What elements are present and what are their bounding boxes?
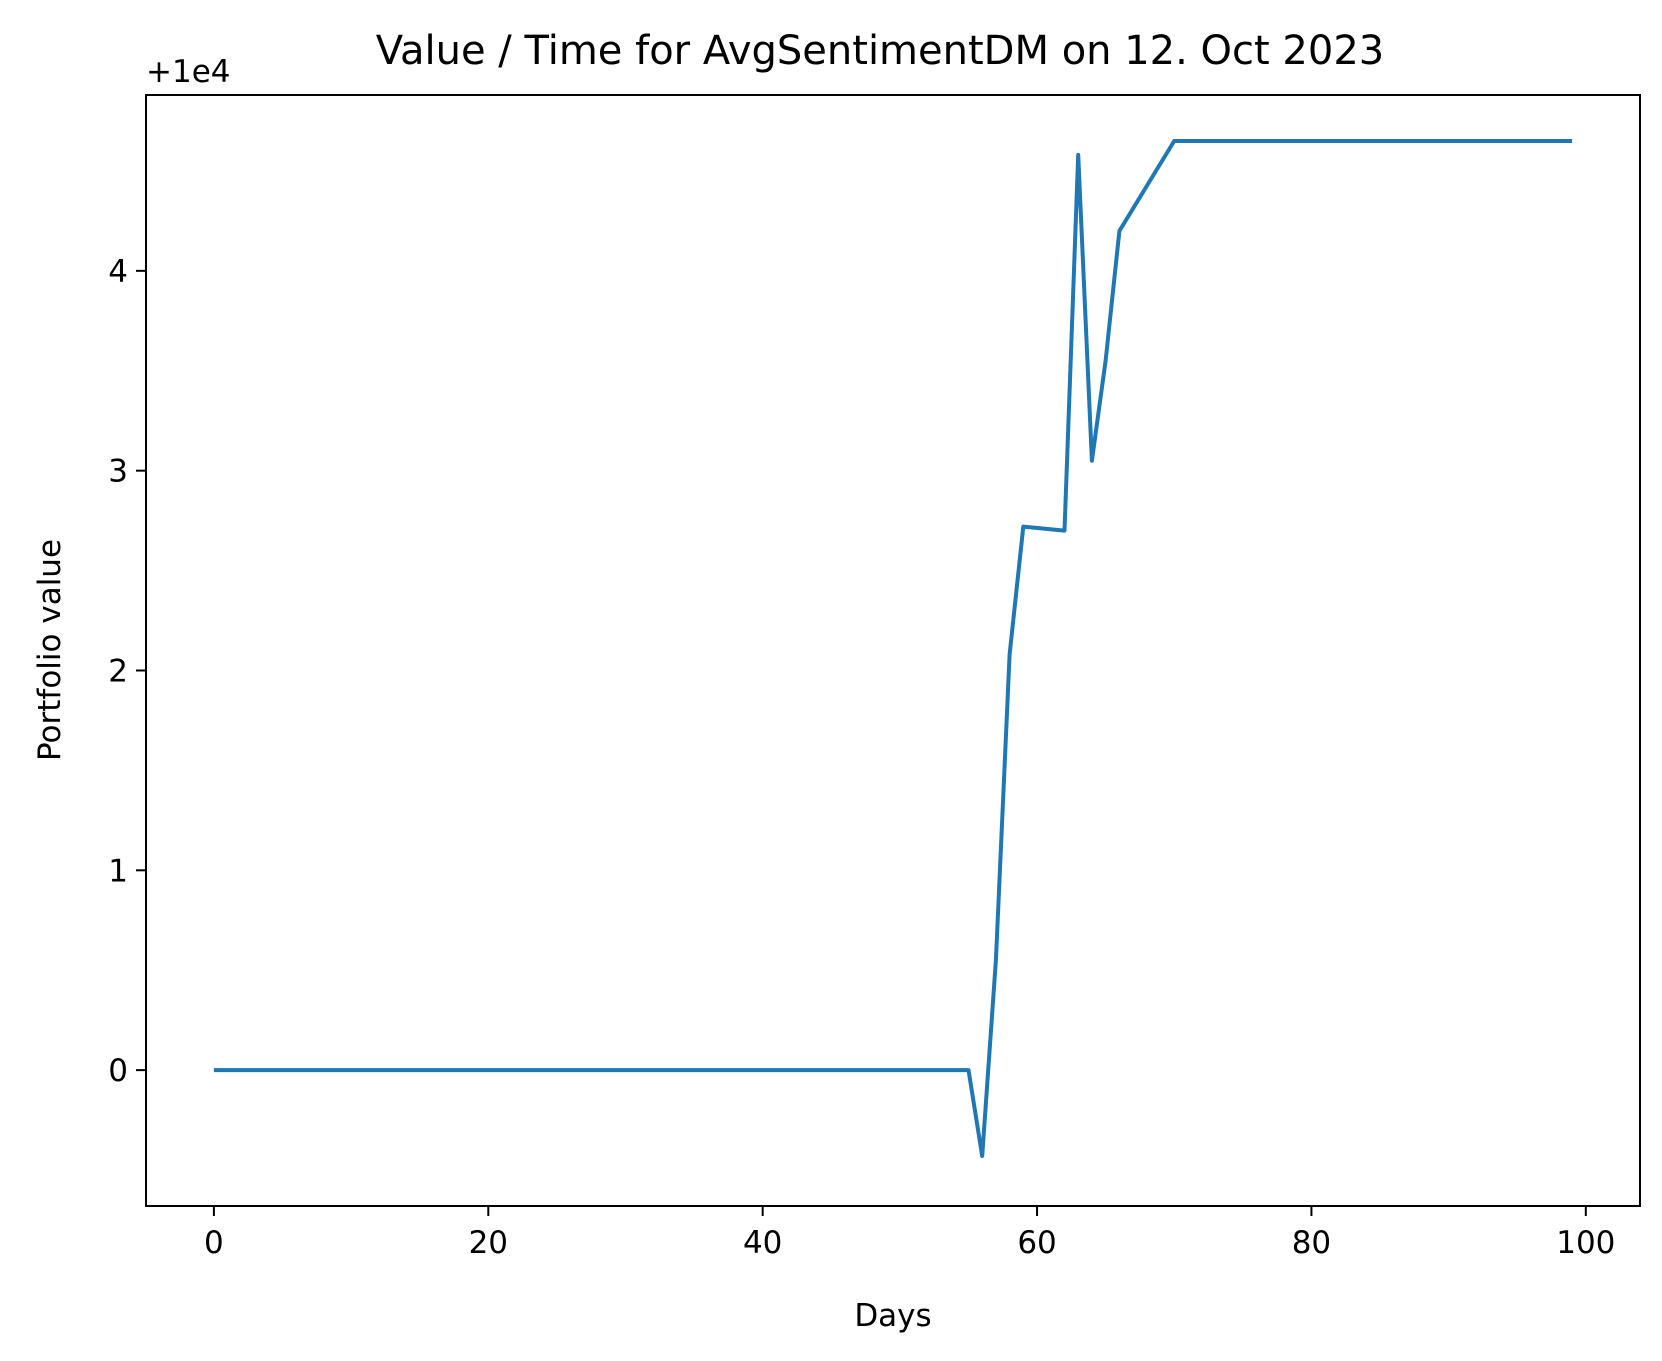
x-tick-label: 40 <box>743 1225 782 1261</box>
x-tick-label: 0 <box>204 1225 224 1261</box>
y-tick-label: 1 <box>108 853 128 889</box>
y-tick-label: 3 <box>108 454 128 490</box>
x-tick-label: 20 <box>469 1225 508 1261</box>
x-axis-label: Days <box>854 1298 931 1334</box>
x-axis: 0 20 40 60 80 100 <box>204 1206 1615 1261</box>
plot-frame <box>145 94 1641 1207</box>
x-tick-label: 60 <box>1017 1225 1056 1261</box>
chart-title: Value / Time for AvgSentimentDM on 12. O… <box>376 28 1384 74</box>
x-tick-label: 100 <box>1556 1225 1615 1261</box>
series-line <box>213 139 1573 1158</box>
y-axis-label: Portfolio value <box>32 539 68 761</box>
x-tick-label: 80 <box>1292 1225 1331 1261</box>
y-tick-label: 4 <box>108 254 128 290</box>
y-tick-label: 0 <box>108 1053 128 1089</box>
y-offset-label: +1e4 <box>146 54 231 90</box>
y-axis: 0 1 2 3 4 <box>108 254 146 1089</box>
y-tick-label: 2 <box>108 653 128 689</box>
